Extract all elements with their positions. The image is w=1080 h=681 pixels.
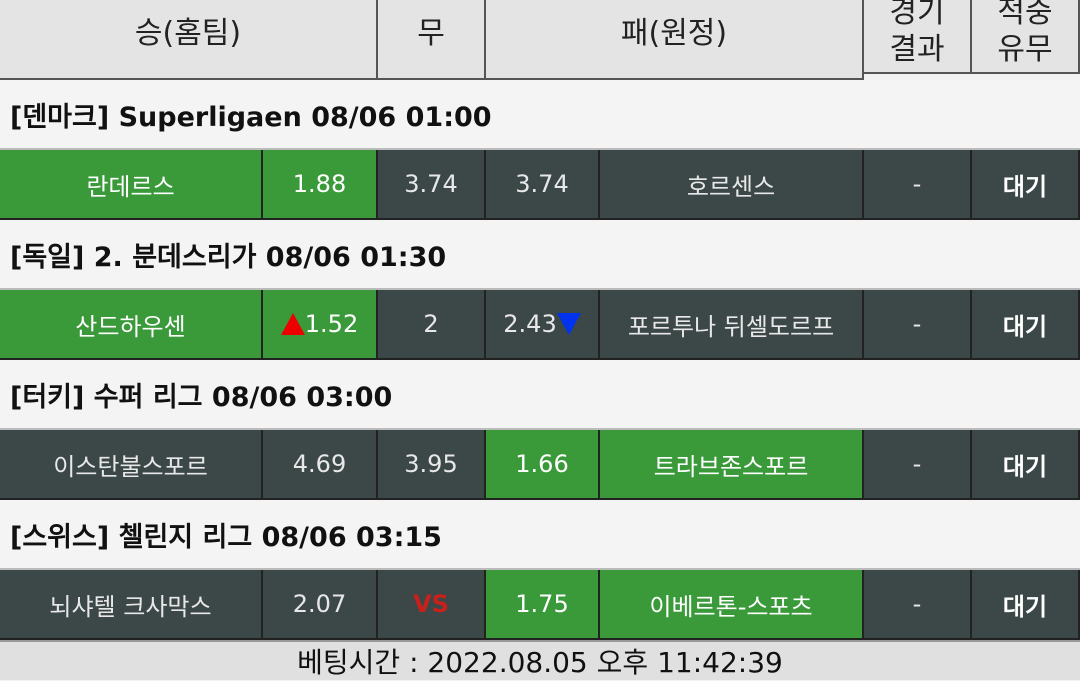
away-odds[interactable]: 1.75 [486, 570, 600, 640]
away-odds[interactable]: 2.43 [486, 290, 600, 360]
home-odds-value: 2.07 [292, 590, 347, 618]
match-result: - [864, 290, 972, 360]
away-team[interactable]: 이베르톤-스포츠 [600, 570, 864, 640]
column-header: 적중 유무 [972, 0, 1080, 74]
match-result: - [864, 570, 972, 640]
away-odds[interactable]: 1.66 [486, 430, 600, 500]
column-header-line: 유무 [997, 32, 1053, 67]
home-odds[interactable]: 4.69 [263, 430, 378, 500]
column-header: 경기 결과 [864, 0, 972, 74]
home-odds-value: 1.88 [292, 170, 347, 198]
draw-odds[interactable]: 2 [378, 290, 486, 360]
away-odds-value: 2.43 [503, 310, 557, 338]
home-odds-value: 4.69 [292, 450, 347, 478]
away-odds-value: 3.74 [515, 170, 569, 198]
home-odds-value: 1.52 [304, 310, 359, 338]
away-odds[interactable]: 3.74 [486, 150, 600, 220]
away-team[interactable]: 호르센스 [600, 150, 864, 220]
home-odds[interactable]: 2.07 [263, 570, 378, 640]
hit-status: 대기 [972, 570, 1080, 640]
match-result: - [864, 150, 972, 220]
bet-time: 베팅시간 : 2022.08.05 오후 11:42:39 [0, 640, 1080, 680]
column-header-line: 경기 [889, 0, 945, 30]
hit-status: 대기 [972, 150, 1080, 220]
odds-arrow-up [280, 313, 305, 335]
column-header: 무 [378, 0, 486, 80]
league-title: [터키] 수퍼 리그 08/06 03:00 [0, 360, 1080, 430]
away-odds-value: 1.75 [515, 590, 569, 618]
league-title: [스위스] 첼린지 리그 08/06 03:15 [0, 500, 1080, 570]
away-odds-value: 1.66 [515, 450, 569, 478]
odds-arrow-down [556, 313, 581, 335]
draw-odds[interactable]: VS [378, 570, 486, 640]
home-team[interactable]: 란데르스 [0, 150, 263, 220]
away-team[interactable]: 트라브존스포르 [600, 430, 864, 500]
draw-odds[interactable]: 3.74 [378, 150, 486, 220]
hit-status: 대기 [972, 290, 1080, 360]
home-team[interactable]: 뇌샤텔 크사막스 [0, 570, 263, 640]
league-title: [덴마크] Superligaen 08/06 01:00 [0, 80, 1080, 150]
hit-status: 대기 [972, 430, 1080, 500]
column-header: 승(홈팀) [0, 0, 378, 80]
away-team[interactable]: 포르투나 뒤셀도르프 [600, 290, 864, 360]
home-odds[interactable]: 1.88 [263, 150, 378, 220]
column-header: 패(원정) [486, 0, 864, 80]
home-odds[interactable]: 1.52 [263, 290, 378, 360]
draw-odds[interactable]: 3.95 [378, 430, 486, 500]
column-header-line: 적중 [997, 0, 1053, 30]
home-team[interactable]: 이스탄불스포르 [0, 430, 263, 500]
league-title: [독일] 2. 분데스리가 08/06 01:30 [0, 220, 1080, 290]
home-team[interactable]: 산드하우센 [0, 290, 263, 360]
match-result: - [864, 430, 972, 500]
column-header-line: 결과 [889, 32, 945, 67]
